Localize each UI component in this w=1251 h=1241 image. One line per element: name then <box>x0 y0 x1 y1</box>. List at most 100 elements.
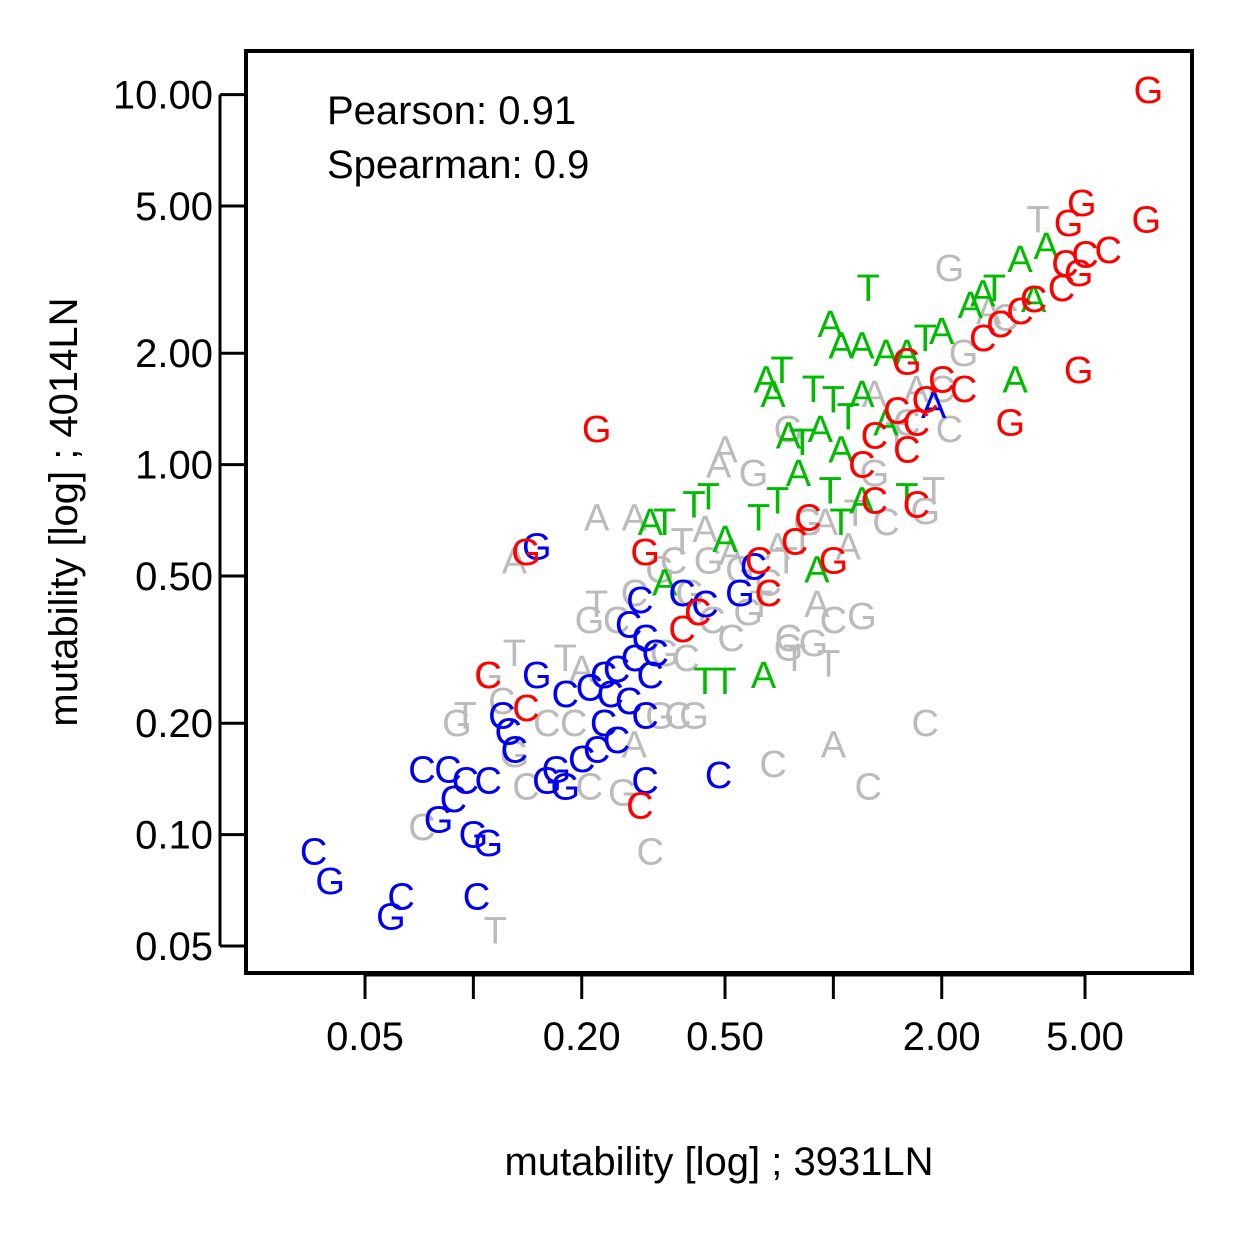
data-point-g: G <box>847 596 877 638</box>
data-point-c: C <box>1048 268 1075 310</box>
data-point-g: G <box>1064 350 1094 392</box>
data-point-a: A <box>804 550 830 592</box>
data-point-t: T <box>885 415 908 457</box>
data-point-c: C <box>1071 234 1098 276</box>
y-axis-title: mutability [log] ; 4014LN <box>42 297 86 726</box>
data-point-c: C <box>991 297 1018 339</box>
data-point-c: C <box>626 580 653 622</box>
data-point-g: G <box>532 761 562 803</box>
data-point-c: C <box>928 369 955 411</box>
data-point-a: A <box>1003 359 1029 401</box>
data-point-a: A <box>849 325 875 367</box>
data-point-t: T <box>454 695 477 737</box>
correlation-annotations: Pearson: 0.91 Spearman: 0.9 <box>327 89 589 187</box>
data-point-c: C <box>637 832 664 874</box>
data-point-t: T <box>817 644 840 686</box>
data-point-a: A <box>828 429 854 471</box>
data-point-t: T <box>857 268 880 310</box>
data-point-g: G <box>774 628 804 670</box>
data-point-c: C <box>552 674 579 716</box>
data-point-c: C <box>759 744 786 786</box>
y-tick-label: 1.00 <box>135 444 213 488</box>
data-point-g: G <box>1054 203 1084 245</box>
data-point-c: C <box>621 573 648 615</box>
data-point-c: C <box>576 667 603 709</box>
data-point-a: A <box>652 563 678 605</box>
data-point-t: T <box>775 541 798 583</box>
data-point-g: G <box>522 527 552 569</box>
data-point-c: C <box>512 766 539 808</box>
data-point-g: G <box>860 453 890 495</box>
data-point-c: C <box>488 695 515 737</box>
data-point-g: G <box>910 491 940 533</box>
data-point-t: T <box>1026 199 1049 241</box>
data-point-t: T <box>770 350 793 392</box>
data-point-g: G <box>892 341 922 383</box>
data-point-c: C <box>408 749 435 791</box>
data-point-c: C <box>781 521 808 563</box>
data-point-c: C <box>668 609 695 651</box>
data-point-g: G <box>1067 183 1097 225</box>
data-point-a: A <box>958 285 984 327</box>
data-point-c: C <box>794 497 821 539</box>
data-point-c: C <box>660 541 687 583</box>
data-point-a: A <box>718 532 744 574</box>
data-point-a: A <box>776 415 802 457</box>
data-point-c: C <box>848 445 875 487</box>
data-point-t: T <box>670 521 693 563</box>
y-tick-label: 0.05 <box>135 925 213 969</box>
data-point-c: C <box>903 402 930 444</box>
data-point-c: C <box>475 655 502 697</box>
data-point-t: T <box>802 369 825 411</box>
data-point-a: A <box>1033 226 1059 268</box>
data-point-a: A <box>849 374 875 416</box>
data-point-c: C <box>1094 230 1121 272</box>
data-point-c: C <box>590 703 617 745</box>
x-tick-label: 0.05 <box>326 1015 404 1059</box>
x-axis: 0.05 0.20 0.50 2.00 5.00 <box>326 973 1124 1059</box>
data-point-a: A <box>712 519 738 561</box>
data-point-g: G <box>575 600 605 642</box>
data-point-a: A <box>821 725 847 767</box>
data-point-g: G <box>522 655 552 697</box>
data-point-g: G <box>995 402 1025 444</box>
data-point-c: C <box>861 415 888 457</box>
data-point-c: C <box>1020 279 1047 321</box>
data-point-g: G <box>315 861 345 903</box>
data-point-g: G <box>473 655 503 697</box>
data-point-g: G <box>542 749 572 791</box>
data-point-c: C <box>387 877 414 919</box>
data-point-t: T <box>819 471 842 513</box>
data-point-c: C <box>300 832 327 874</box>
data-point-c: C <box>936 409 963 451</box>
data-point-c: C <box>672 638 699 680</box>
y-tick-label: 0.10 <box>135 814 213 858</box>
data-point-c: C <box>820 600 847 642</box>
x-tick-label: 2.00 <box>903 1015 981 1059</box>
data-point-c: C <box>463 877 490 919</box>
data-point-c: C <box>576 766 603 808</box>
data-point-a: A <box>622 725 648 767</box>
data-point-g: G <box>500 734 530 776</box>
data-point-g: G <box>376 897 406 939</box>
data-point-c: C <box>755 563 782 605</box>
data-point-c: C <box>621 638 648 680</box>
data-point-a: A <box>849 480 875 522</box>
data-point-c: C <box>631 618 658 660</box>
data-point-c: C <box>969 318 996 360</box>
data-point-a: A <box>828 325 854 367</box>
data-point-t: T <box>783 638 806 680</box>
data-point-g: G <box>511 532 541 574</box>
data-point-a: A <box>760 374 786 416</box>
data-point-a: A <box>1021 279 1047 321</box>
data-point-c: C <box>475 761 502 803</box>
y-tick-label: 2.00 <box>135 332 213 376</box>
data-point-t: T <box>791 521 814 563</box>
data-point-g: G <box>1064 253 1094 295</box>
data-point-c: C <box>603 649 630 691</box>
data-point-a: A <box>751 655 777 697</box>
data-point-g: G <box>1132 199 1162 241</box>
data-point-a: A <box>818 304 844 346</box>
correlation-annotation: Pearson: 0.91 <box>327 89 576 133</box>
